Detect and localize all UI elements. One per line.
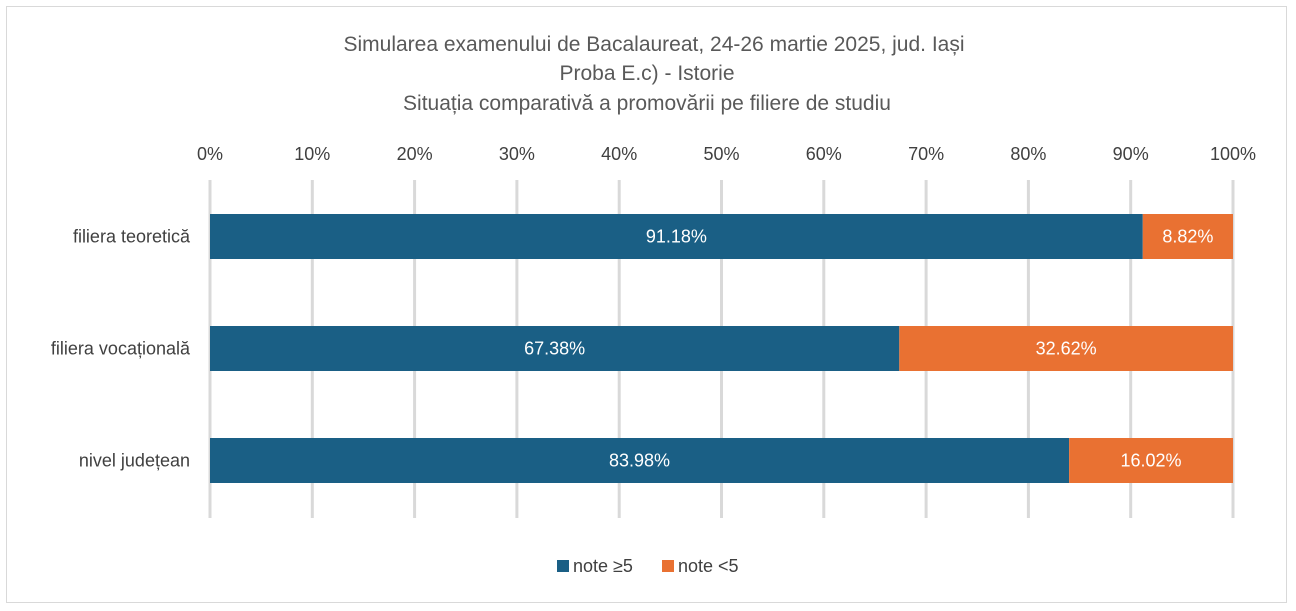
data-labels: 91.18% 8.82% 67.38% 32.62% 83.98% 16.02%: [524, 227, 1213, 471]
chart-title-line-2: Proba E.c) - Istorie: [559, 62, 734, 85]
data-label: 16.02%: [1121, 451, 1182, 471]
bar-note-lt5: [1069, 438, 1233, 483]
bar-note-ge5: [210, 214, 1143, 259]
x-axis-ticks: 0% 10% 20% 30% 40% 50% 60% 70% 80% 90% 100%: [197, 144, 1256, 164]
data-label: 67.38%: [524, 339, 585, 359]
x-tick-label: 70%: [908, 144, 944, 164]
x-tick-label: 50%: [703, 144, 739, 164]
category-label: filiera teoretică: [73, 227, 191, 247]
bar-note-ge5: [210, 326, 900, 371]
x-tick-label: 30%: [499, 144, 535, 164]
x-tick-label: 80%: [1010, 144, 1046, 164]
legend: note ≥5 note <5: [557, 556, 739, 576]
chart-frame: [6, 6, 1287, 603]
x-tick-label: 100%: [1210, 144, 1256, 164]
chart-title: Simularea examenului de Bacalaureat, 24-…: [343, 33, 964, 115]
x-tick-label: 40%: [601, 144, 637, 164]
legend-label: note ≥5: [573, 556, 633, 576]
bar-note-lt5: [899, 326, 1233, 371]
legend-swatch: [662, 560, 674, 572]
bars: [210, 214, 1233, 483]
data-label: 32.62%: [1036, 339, 1097, 359]
bar-note-ge5: [210, 438, 1070, 483]
x-tick-label: 10%: [294, 144, 330, 164]
data-label: 83.98%: [609, 451, 670, 471]
bar-note-lt5: [1142, 214, 1233, 259]
category-label: nivel județean: [79, 451, 190, 471]
x-tick-label: 60%: [806, 144, 842, 164]
x-tick-label: 20%: [397, 144, 433, 164]
legend-label: note <5: [678, 556, 739, 576]
category-labels: filiera teoretică filiera vocațională nive…: [51, 227, 191, 471]
x-tick-label: 0%: [197, 144, 223, 164]
chart-title-line-3: Situația comparativă a promovării pe fil…: [403, 92, 891, 115]
x-tick-label: 90%: [1113, 144, 1149, 164]
data-label: 91.18%: [646, 227, 707, 247]
legend-swatch: [557, 560, 569, 572]
chart-title-line-1: Simularea examenului de Bacalaureat, 24-…: [343, 33, 964, 56]
data-label: 8.82%: [1162, 227, 1213, 247]
category-label: filiera vocațională: [51, 339, 191, 359]
